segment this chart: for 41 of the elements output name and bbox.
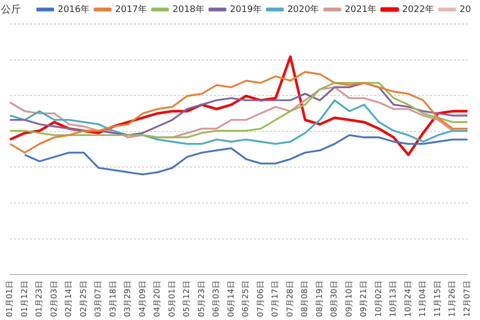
x-tick-label: 01月12日 <box>20 280 29 317</box>
y-axis-title: 公斤 <box>1 4 21 16</box>
x-tick-label: 10月02日 <box>374 280 383 317</box>
x-tick-label: 05月23日 <box>196 280 206 317</box>
x-tick-label: 04月20日 <box>152 280 162 317</box>
x-tick-label: 02月25日 <box>78 280 88 317</box>
x-tick-label: 10月24日 <box>403 280 412 317</box>
legend-label: 2017年 <box>115 4 148 15</box>
x-tick-label: 08月30日 <box>330 280 339 317</box>
legend-label: 2022年 <box>402 4 434 15</box>
x-tick-label: 02月03日 <box>49 280 58 317</box>
x-tick-label: 06月14日 <box>226 280 236 317</box>
x-tick-label: 04月09日 <box>138 280 147 317</box>
x-tick-label: 11月04日 <box>418 280 428 317</box>
x-tick-label: 05月12日 <box>182 280 192 317</box>
x-tick-label: 03月07日 <box>94 280 103 317</box>
legend-label: 2021年 <box>344 4 377 15</box>
legend-label: 20 <box>460 4 472 15</box>
x-tick-label: 01月23日 <box>34 280 44 317</box>
legend-label: 2019年 <box>230 4 262 15</box>
x-tick-label: 06月03日 <box>212 280 221 317</box>
x-tick-label: 03月18日 <box>108 280 118 317</box>
x-tick-label: 07月06日 <box>256 280 265 317</box>
x-tick-label: 12月07日 <box>462 280 472 317</box>
x-tick-label: 11月26日 <box>448 280 457 317</box>
x-tick-label: 07月17日 <box>270 280 280 317</box>
x-tick-label: 06月25日 <box>241 280 250 317</box>
legend-label: 2020年 <box>287 4 320 15</box>
x-tick-label: 03月29日 <box>123 280 132 317</box>
x-tick-label: 01月01日 <box>5 280 14 317</box>
x-tick-label: 09月21日 <box>359 280 368 317</box>
x-tick-label: 09月10日 <box>344 280 354 317</box>
legend-label: 2018年 <box>172 4 204 15</box>
x-tick-label: 11月15日 <box>432 280 442 317</box>
x-tick-label: 08月19日 <box>314 280 324 317</box>
x-tick-label: 02月14日 <box>64 280 74 317</box>
x-tick-label: 05月01日 <box>167 280 176 317</box>
x-tick-label: 10月13日 <box>388 280 398 317</box>
x-tick-label: 08月08日 <box>300 280 310 317</box>
legend-label: 2016年 <box>58 4 90 15</box>
x-tick-label: 07月28日 <box>285 280 294 317</box>
